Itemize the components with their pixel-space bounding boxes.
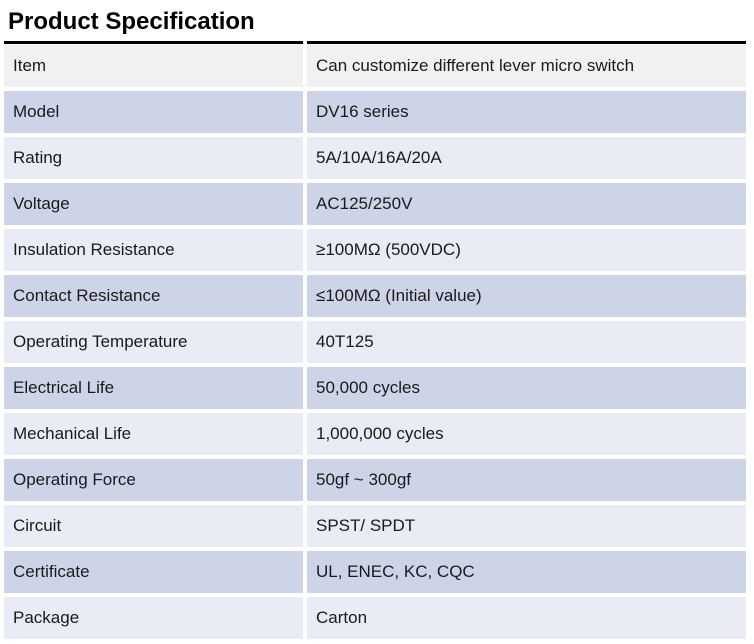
spec-row-value: UL, ENEC, KC, CQC xyxy=(307,551,746,593)
spec-row-label: Contact Resistance xyxy=(4,275,303,317)
spec-row-label: Model xyxy=(4,91,303,133)
table-top-border xyxy=(4,41,746,44)
spec-row-label: Item xyxy=(4,45,303,87)
spec-row-value: ≤100MΩ (Initial value) xyxy=(307,275,746,317)
spec-row-value: ≥100MΩ (500VDC) xyxy=(307,229,746,271)
spec-rows: Item Can customize different lever micro … xyxy=(4,45,746,639)
top-border-right-segment xyxy=(307,41,746,44)
spec-row-value: 5A/10A/16A/20A xyxy=(307,137,746,179)
spec-row-value: 50,000 cycles xyxy=(307,367,746,409)
spec-row-label: Operating Temperature xyxy=(4,321,303,363)
spec-row-label: Package xyxy=(4,597,303,639)
spec-row-label: Electrical Life xyxy=(4,367,303,409)
top-border-left-segment xyxy=(4,41,303,44)
spec-row-value: DV16 series xyxy=(307,91,746,133)
spec-row-label: Insulation Resistance xyxy=(4,229,303,271)
spec-row-value: Can customize different lever micro swit… xyxy=(307,45,746,87)
spec-row-label: Voltage xyxy=(4,183,303,225)
spec-row-value: AC125/250V xyxy=(307,183,746,225)
spec-row-label: Rating xyxy=(4,137,303,179)
spec-row-label: Certificate xyxy=(4,551,303,593)
spec-row-value: 50gf ~ 300gf xyxy=(307,459,746,501)
spec-table: Item Can customize different lever micro … xyxy=(4,41,746,639)
spec-row-value: Carton xyxy=(307,597,746,639)
spec-row-label: Circuit xyxy=(4,505,303,547)
page-title: Product Specification xyxy=(8,8,255,35)
spec-row-value: 40T125 xyxy=(307,321,746,363)
spec-row-label: Operating Force xyxy=(4,459,303,501)
spec-row-value: 1,000,000 cycles xyxy=(307,413,746,455)
spec-row-label: Mechanical Life xyxy=(4,413,303,455)
spec-row-value: SPST/ SPDT xyxy=(307,505,746,547)
